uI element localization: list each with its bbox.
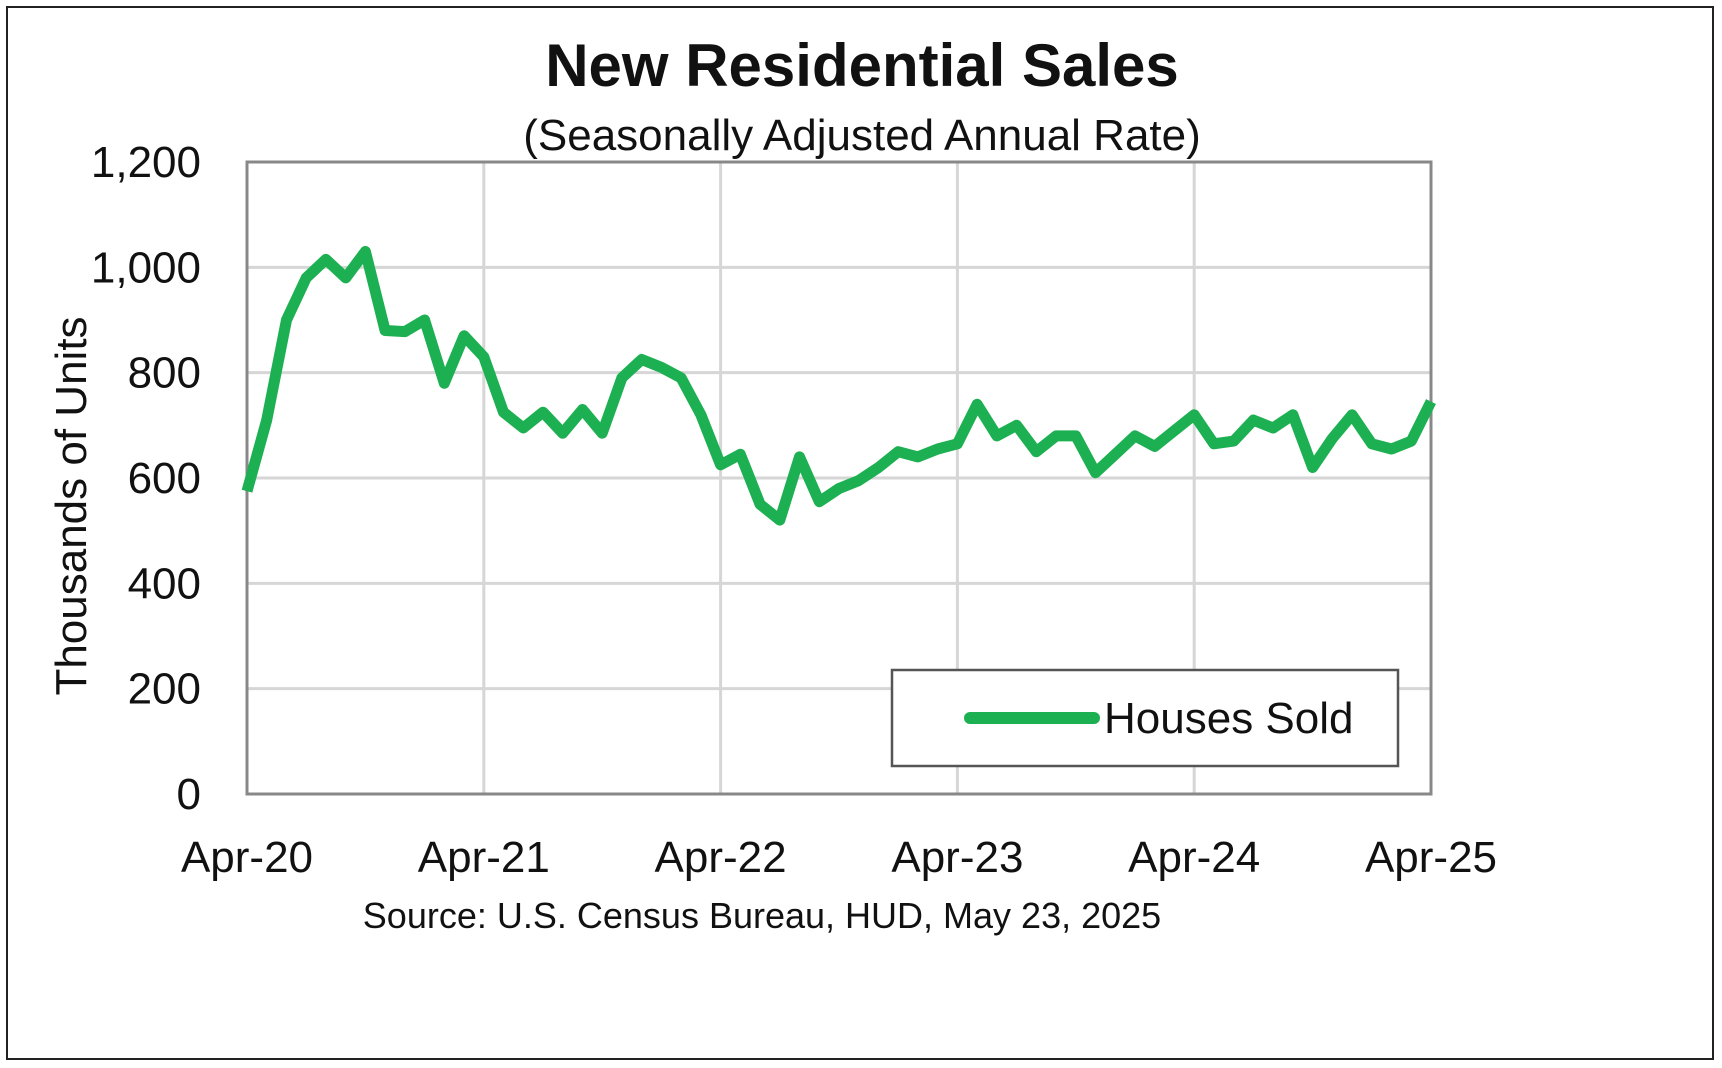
legend-label: Houses Sold: [1104, 694, 1353, 743]
chart-title: New Residential Sales: [545, 32, 1179, 99]
y-tick-label: 600: [128, 454, 201, 503]
chart-frame: New Residential Sales (Seasonally Adjust…: [6, 6, 1714, 1060]
x-tick-label: Apr-22: [655, 833, 787, 882]
x-axis-ticks: Apr-20 Apr-21 Apr-22 Apr-23 Apr-24 Apr-25: [181, 833, 1497, 882]
y-tick-label: 1,200: [91, 138, 201, 187]
legend: Houses Sold: [890, 668, 1400, 768]
y-tick-label: 400: [128, 559, 201, 608]
y-tick-label: 1,000: [91, 243, 201, 292]
series-layer: [241, 246, 1436, 526]
chart-subtitle: (Seasonally Adjusted Annual Rate): [523, 111, 1201, 160]
x-tick-label: Apr-20: [181, 833, 313, 882]
x-tick-label: Apr-25: [1365, 833, 1497, 882]
y-axis-label: Thousands of Units: [47, 316, 96, 695]
y-tick-label: 800: [128, 349, 201, 398]
source-note: Source: U.S. Census Bureau, HUD, May 23,…: [363, 895, 1161, 936]
series-line-houses-sold: [241, 246, 1436, 526]
y-axis-ticks: 0 200 400 600 800 1,000 1,200: [91, 138, 201, 819]
x-tick-label: Apr-21: [418, 833, 550, 882]
x-tick-label: Apr-23: [891, 833, 1023, 882]
y-tick-label: 0: [177, 770, 201, 819]
y-tick-label: 200: [128, 665, 201, 714]
line-chart: New Residential Sales (Seasonally Adjust…: [47, 32, 1497, 936]
legend-box: [890, 668, 1400, 768]
x-tick-label: Apr-24: [1128, 833, 1260, 882]
